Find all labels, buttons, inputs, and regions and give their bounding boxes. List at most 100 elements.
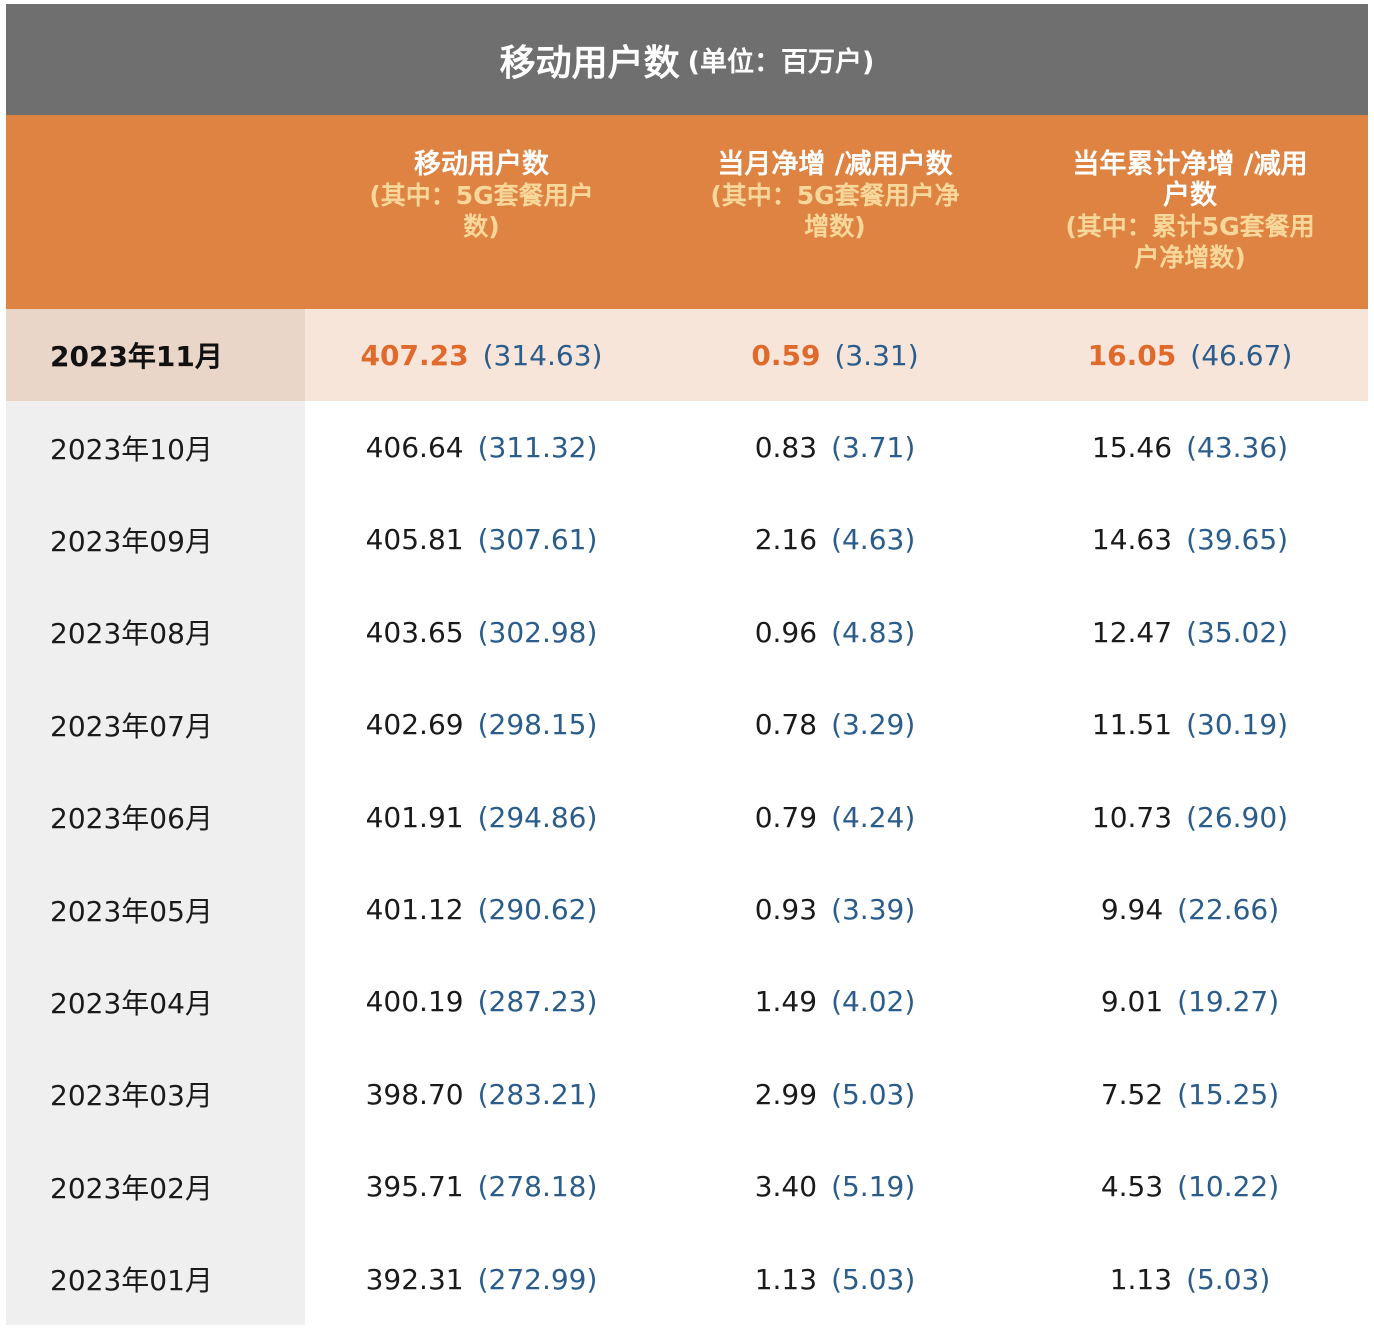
header-subtitle: (其中：累计5G套餐用户净增数) [1065, 212, 1315, 272]
ytd-5g-value: (39.65) [1186, 523, 1289, 557]
total-cell: 406.64 (311.32) [305, 401, 658, 493]
monthly-cell: 0.83 (3.71) [658, 401, 1012, 493]
monthly-value: 2.99 [754, 1077, 818, 1111]
header-title: 移动用户数 [414, 149, 549, 180]
ytd-cell: 10.73 (26.90) [1012, 771, 1368, 863]
monthly-5g-value: (5.19) [831, 1170, 916, 1204]
ytd-value: 16.05 [1087, 338, 1177, 372]
total-value: 403.65 [365, 615, 464, 649]
total-5g-value: (283.21) [477, 1077, 598, 1111]
header-title: 当年累计净增 /减用户数 [1072, 149, 1308, 211]
ytd-value: 12.47 [1091, 615, 1173, 649]
total-5g-value: (307.61) [477, 523, 598, 557]
header-ytd-net-add: 当年累计净增 /减用户数 (其中：累计5G套餐用户净增数) [1012, 115, 1368, 309]
monthly-value: 0.59 [751, 338, 821, 372]
ytd-value: 11.51 [1091, 708, 1173, 742]
table-row: 2023年08月 403.65 (302.98) 0.96 (4.83) 12.47… [6, 586, 1368, 679]
ytd-cell: 15.46 (43.36) [1012, 401, 1368, 493]
total-value: 400.19 [365, 985, 464, 1019]
total-value: 402.69 [365, 708, 464, 742]
monthly-cell: 1.49 (4.02) [658, 956, 1012, 1048]
ytd-value: 9.01 [1100, 985, 1164, 1019]
monthly-5g-value: (3.39) [831, 893, 916, 927]
total-cell: 395.71 (278.18) [305, 1141, 658, 1233]
ytd-cell: 1.13 (5.03) [1012, 1233, 1368, 1325]
ytd-5g-value: (46.67) [1190, 338, 1293, 372]
table-row: 2023年03月 398.70 (283.21) 2.99 (5.03) 7.52 (… [6, 1048, 1368, 1141]
monthly-cell: 2.99 (5.03) [658, 1048, 1012, 1140]
monthly-5g-value: (3.29) [831, 708, 916, 742]
month-label: 2023年02月 [6, 1140, 305, 1233]
table-row: 2023年04月 400.19 (287.23) 1.49 (4.02) 9.01 (… [6, 955, 1368, 1049]
ytd-5g-value: (10.22) [1177, 1170, 1280, 1204]
month-label: 2023年04月 [6, 955, 305, 1049]
month-label: 2023年11月 [6, 309, 305, 402]
monthly-5g-value: (4.24) [831, 800, 916, 834]
table-title: 移动用户数 [499, 42, 680, 84]
monthly-5g-value: (5.03) [831, 1262, 916, 1296]
monthly-value: 0.83 [754, 431, 818, 465]
ytd-value: 15.46 [1091, 431, 1173, 465]
ytd-cell: 11.51 (30.19) [1012, 679, 1368, 771]
total-value: 407.23 [360, 338, 469, 372]
month-label: 2023年09月 [6, 493, 305, 587]
monthly-cell: 3.40 (5.19) [658, 1141, 1012, 1233]
month-label: 2023年05月 [6, 863, 305, 956]
total-cell: 407.23 (314.63) [305, 309, 658, 401]
header-title: 当月净增 /减用户数 [717, 149, 953, 180]
header-mobile-users: 移动用户数 (其中：5G套餐用户数) [305, 115, 658, 309]
table-unit: (单位：百万户) [687, 47, 875, 78]
total-value: 405.81 [365, 523, 464, 557]
ytd-5g-value: (30.19) [1186, 708, 1289, 742]
ytd-5g-value: (22.66) [1177, 893, 1280, 927]
ytd-cell: 9.94 (22.66) [1012, 863, 1368, 955]
ytd-cell: 9.01 (19.27) [1012, 956, 1368, 1048]
monthly-5g-value: (4.02) [831, 985, 916, 1019]
ytd-value: 14.63 [1091, 523, 1173, 557]
monthly-5g-value: (4.83) [831, 615, 916, 649]
total-cell: 398.70 (283.21) [305, 1048, 658, 1140]
total-5g-value: (294.86) [477, 800, 598, 834]
month-label: 2023年10月 [6, 401, 305, 494]
monthly-cell: 0.59 (3.31) [658, 309, 1012, 401]
table-row: 2023年11月 407.23 (314.63) 0.59 (3.31) 16.05… [6, 309, 1368, 402]
total-value: 401.91 [365, 800, 464, 834]
table-row: 2023年07月 402.69 (298.15) 0.78 (3.29) 11.51… [6, 678, 1368, 771]
total-value: 401.12 [365, 893, 464, 927]
month-label: 2023年07月 [6, 678, 305, 771]
total-cell: 403.65 (302.98) [305, 586, 658, 678]
total-cell: 400.19 (287.23) [305, 956, 658, 1048]
total-5g-value: (302.98) [477, 615, 598, 649]
table-body: 2023年11月 407.23 (314.63) 0.59 (3.31) 16.05… [6, 309, 1368, 1326]
total-5g-value: (290.62) [477, 893, 598, 927]
ytd-5g-value: (26.90) [1186, 800, 1289, 834]
month-label: 2023年01月 [6, 1232, 305, 1326]
total-cell: 401.12 (290.62) [305, 863, 658, 955]
month-label: 2023年03月 [6, 1048, 305, 1141]
monthly-value: 0.78 [754, 708, 818, 742]
ytd-5g-value: (5.03) [1186, 1262, 1271, 1296]
ytd-5g-value: (15.25) [1177, 1077, 1280, 1111]
table-row: 2023年10月 406.64 (311.32) 0.83 (3.71) 15.46… [6, 401, 1368, 494]
monthly-cell: 0.93 (3.39) [658, 863, 1012, 955]
monthly-cell: 0.79 (4.24) [658, 771, 1012, 863]
monthly-cell: 0.96 (4.83) [658, 586, 1012, 678]
total-5g-value: (311.32) [477, 431, 598, 465]
total-value: 406.64 [365, 431, 464, 465]
header-monthly-net-add: 当月净增 /减用户数 (其中：5G套餐用户净增数) [658, 115, 1012, 309]
monthly-5g-value: (3.31) [834, 338, 919, 372]
table-row: 2023年01月 392.31 (272.99) 1.13 (5.03) 1.13 (… [6, 1232, 1368, 1326]
monthly-5g-value: (4.63) [831, 523, 916, 557]
monthly-value: 0.96 [754, 615, 818, 649]
ytd-value: 10.73 [1091, 800, 1173, 834]
total-value: 392.31 [365, 1262, 464, 1296]
monthly-value: 0.93 [754, 893, 818, 927]
monthly-5g-value: (3.71) [831, 431, 916, 465]
total-cell: 401.91 (294.86) [305, 771, 658, 863]
total-5g-value: (272.99) [477, 1262, 598, 1296]
month-label: 2023年08月 [6, 586, 305, 679]
mobile-users-table: 移动用户数 (单位：百万户) 移动用户数 (其中：5G套餐用户数) 当月净增 /… [6, 4, 1368, 1326]
total-5g-value: (298.15) [477, 708, 598, 742]
header-blank-cell [6, 115, 305, 309]
ytd-cell: 16.05 (46.67) [1012, 309, 1368, 401]
